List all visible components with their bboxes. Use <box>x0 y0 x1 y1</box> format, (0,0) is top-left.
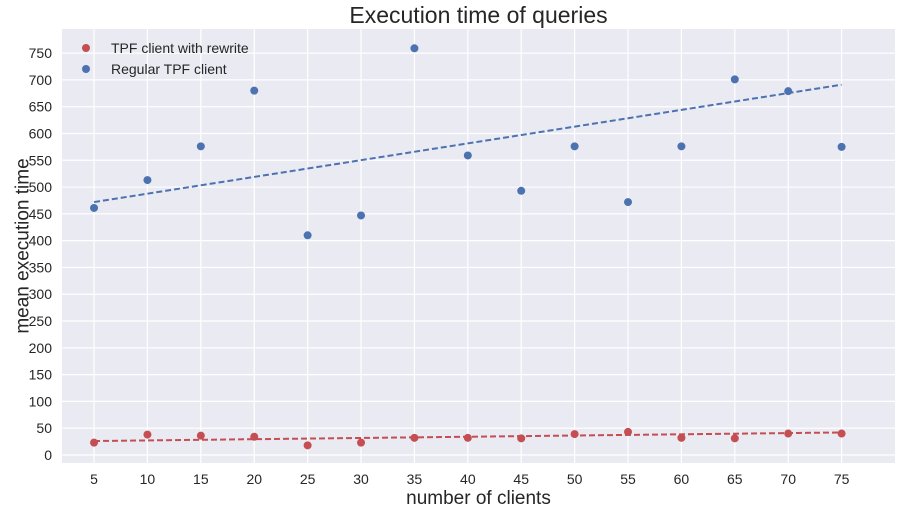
data-point-series-1 <box>143 176 152 185</box>
x-tick-label: 75 <box>834 471 850 487</box>
y-tick-label: 250 <box>29 313 53 329</box>
data-point-series-0 <box>143 430 152 439</box>
y-tick-label: 450 <box>29 206 53 222</box>
data-point-series-0 <box>517 434 526 443</box>
data-point-series-0 <box>570 430 579 439</box>
data-point-series-1 <box>303 231 312 240</box>
data-point-series-1 <box>570 142 579 151</box>
x-tick-label: 30 <box>353 471 369 487</box>
x-tick-label: 35 <box>407 471 423 487</box>
legend-label-regular-tpf: Regular TPF client <box>111 61 227 77</box>
legend-label-tpf-rewrite: TPF client with rewrite <box>111 40 249 56</box>
y-tick-label: 500 <box>29 179 53 195</box>
y-tick-labels: 0 50 100 150 200 250 300 350 400 450 500 550 600 650 7… <box>29 45 53 463</box>
trend-line-1 <box>93 83 842 204</box>
x-tick-label: 10 <box>140 471 156 487</box>
data-point-series-0 <box>677 433 686 442</box>
data-point-series-0 <box>624 427 633 436</box>
y-tick-label: 50 <box>36 420 52 436</box>
x-tick-label: 60 <box>674 471 690 487</box>
y-tick-label: 700 <box>29 72 53 88</box>
data-point-series-1 <box>677 142 686 151</box>
data-point-series-1 <box>837 142 846 151</box>
legend-marker-tpf-rewrite <box>82 44 90 52</box>
chart-title: Execution time of queries <box>349 2 607 28</box>
data-point-series-0 <box>837 429 846 438</box>
x-tick-labels: 5 10 15 20 25 30 35 40 45 50 55 60 65 70 75 <box>90 471 849 487</box>
data-point-series-0 <box>357 438 366 447</box>
y-tick-label: 550 <box>29 152 53 168</box>
x-axis-label: number of clients <box>406 488 551 509</box>
grid-lines <box>62 29 895 463</box>
data-point-series-0 <box>90 438 99 447</box>
data-point-series-1 <box>196 142 205 151</box>
data-point-series-1 <box>463 151 472 160</box>
data-point-series-0 <box>196 431 205 440</box>
data-point-series-1 <box>410 44 419 53</box>
y-tick-label: 300 <box>29 286 53 302</box>
data-point-series-0 <box>250 432 259 441</box>
y-tick-label: 350 <box>29 259 53 275</box>
data-point-series-1 <box>784 87 793 96</box>
x-tick-label: 15 <box>193 471 209 487</box>
y-tick-label: 650 <box>29 99 53 115</box>
y-tick-label: 600 <box>29 125 53 141</box>
x-tick-label: 5 <box>90 471 98 487</box>
data-points <box>90 44 846 450</box>
data-point-series-0 <box>730 434 739 443</box>
x-tick-label: 50 <box>567 471 583 487</box>
x-tick-label: 65 <box>727 471 743 487</box>
x-tick-label: 55 <box>620 471 636 487</box>
data-point-series-1 <box>624 198 633 207</box>
data-point-series-0 <box>303 441 312 450</box>
data-point-series-1 <box>357 211 366 220</box>
data-point-series-0 <box>784 429 793 438</box>
data-point-series-1 <box>517 186 526 195</box>
data-point-series-1 <box>250 86 259 95</box>
y-tick-label: 100 <box>29 393 53 409</box>
data-point-series-0 <box>410 433 419 442</box>
y-tick-label: 150 <box>29 367 53 383</box>
data-point-series-1 <box>90 203 99 212</box>
x-tick-label: 25 <box>300 471 316 487</box>
x-tick-label: 70 <box>780 471 796 487</box>
plot-area <box>62 29 895 463</box>
x-tick-label: 40 <box>460 471 476 487</box>
x-tick-label: 20 <box>246 471 262 487</box>
data-point-series-1 <box>730 75 739 84</box>
data-point-series-0 <box>463 433 472 442</box>
legend: TPF client with rewrite Regular TPF clie… <box>82 40 249 77</box>
y-tick-label: 200 <box>29 340 53 356</box>
y-tick-label: 0 <box>44 447 52 463</box>
x-tick-label: 45 <box>513 471 529 487</box>
legend-marker-regular-tpf <box>82 65 90 73</box>
y-axis-label: mean execution time <box>13 158 34 333</box>
y-tick-label: 400 <box>29 233 53 249</box>
y-tick-label: 750 <box>29 45 53 61</box>
